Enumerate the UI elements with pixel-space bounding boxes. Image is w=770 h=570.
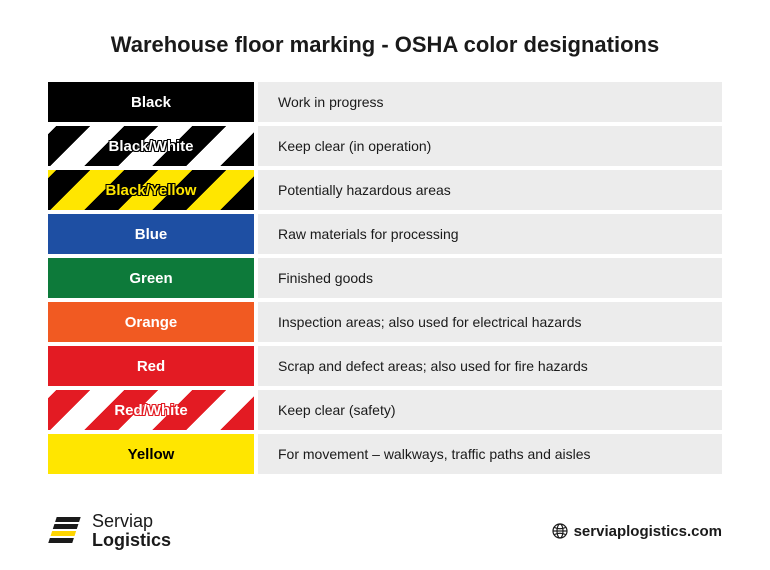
table-row: Green Finished goods	[48, 258, 722, 298]
color-swatch: Black/White	[48, 126, 254, 166]
brand-text: Serviap Logistics	[92, 512, 171, 550]
color-swatch: Red	[48, 346, 254, 386]
color-description: Potentially hazardous areas	[258, 170, 722, 210]
swatch-label: Red/White	[114, 402, 187, 419]
color-description: Work in progress	[258, 82, 722, 122]
swatch-label: Blue	[135, 226, 168, 243]
color-description: Scrap and defect areas; also used for fi…	[258, 346, 722, 386]
color-table: Black Work in progress Black/White Keep cle…	[48, 82, 722, 474]
color-description: Keep clear (safety)	[258, 390, 722, 430]
color-description: Keep clear (in operation)	[258, 126, 722, 166]
swatch-label: Yellow	[128, 446, 175, 463]
table-row: Black/Yellow Potentially hazardous areas	[48, 170, 722, 210]
color-description: Inspection areas; also used for electric…	[258, 302, 722, 342]
brand-line2: Logistics	[92, 531, 171, 550]
color-swatch: Black/Yellow	[48, 170, 254, 210]
color-swatch: Yellow	[48, 434, 254, 474]
swatch-label: Black/White	[108, 138, 193, 155]
color-description: Finished goods	[258, 258, 722, 298]
color-swatch: Blue	[48, 214, 254, 254]
site-url: serviaplogistics.com	[574, 523, 722, 540]
table-row: Black Work in progress	[48, 82, 722, 122]
globe-icon	[552, 523, 568, 539]
brand-logo-icon	[48, 513, 84, 549]
site-link: serviaplogistics.com	[552, 523, 722, 540]
table-row: Red/White Keep clear (safety)	[48, 390, 722, 430]
table-row: Blue Raw materials for processing	[48, 214, 722, 254]
color-swatch: Orange	[48, 302, 254, 342]
swatch-label: Red	[137, 358, 165, 375]
footer: Serviap Logistics serviaplogistics.com	[48, 492, 722, 550]
color-swatch: Black	[48, 82, 254, 122]
swatch-label: Orange	[125, 314, 178, 331]
table-row: Yellow For movement – walkways, traffic p…	[48, 434, 722, 474]
table-row: Orange Inspection areas; also used for el…	[48, 302, 722, 342]
brand: Serviap Logistics	[48, 512, 171, 550]
page-title: Warehouse floor marking - OSHA color des…	[48, 32, 722, 58]
swatch-label: Black/Yellow	[106, 182, 197, 199]
color-description: Raw materials for processing	[258, 214, 722, 254]
swatch-label: Green	[129, 270, 172, 287]
color-swatch: Red/White	[48, 390, 254, 430]
swatch-label: Black	[131, 94, 171, 111]
table-row: Red Scrap and defect areas; also used for…	[48, 346, 722, 386]
brand-line1: Serviap	[92, 512, 171, 531]
color-description: For movement – walkways, traffic paths a…	[258, 434, 722, 474]
color-swatch: Green	[48, 258, 254, 298]
table-row: Black/White Keep clear (in operation)	[48, 126, 722, 166]
